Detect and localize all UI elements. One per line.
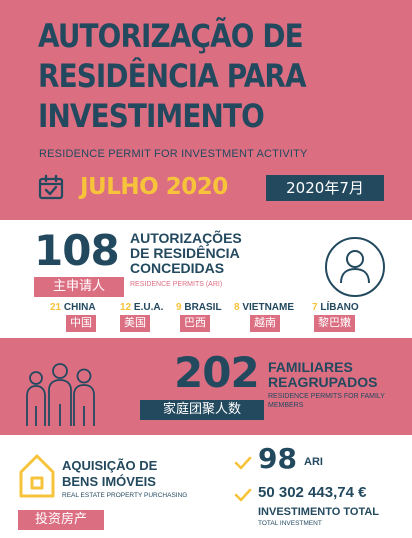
permits-title: AUTORIZAÇÕES DE RESIDÊNCIA CONCEDIDAS [130, 231, 242, 276]
property-cn: 投资房产 [18, 510, 104, 530]
country-name: CHINA [63, 302, 96, 313]
country-count: 9 [176, 302, 182, 313]
country-item: 7 LÍBANO 黎巴嫩 [312, 302, 359, 332]
family-subtitle: RESIDENCE PERMITS FOR FAMILY MEMBERS [268, 393, 385, 409]
family-title-line: REAGRUPADOS [268, 374, 378, 390]
ari-count: 98 [258, 442, 297, 475]
country-item: 8 VIETNAME 越南 [234, 302, 294, 332]
report-month-cn: 2020年7月 [266, 175, 384, 201]
country-name-cn: 黎巴嫩 [314, 315, 355, 332]
property-title: AQUISIÇÃO DE BENS IMÓVEIS [62, 458, 157, 490]
country-name: LÍBANO [320, 302, 359, 313]
family-title: FAMILIARES REAGRUPADOS [268, 360, 377, 390]
country-count: 12 [120, 302, 132, 313]
property-title-line: BENS IMÓVEIS [62, 474, 156, 489]
report-month: JULHO 2020 [80, 174, 228, 200]
permits-title-line: DE RESIDÊNCIA [130, 245, 240, 261]
checkmark-icon [234, 456, 252, 470]
page-subtitle: RESIDENCE PERMIT FOR INVESTMENT ACTIVITY [39, 148, 308, 160]
country-name-cn: 中国 [66, 315, 96, 332]
country-list: 21 CHINA 中国 12 E.U.A. 美国 9 BRASIL 巴西 8 V… [50, 302, 380, 336]
family-icon [26, 363, 95, 426]
title-line: RESIDÊNCIA PARA [38, 57, 307, 95]
property-title-line: AQUISIÇÃO DE [62, 458, 158, 473]
country-name: BRASIL [184, 302, 222, 313]
country-count: 8 [234, 302, 240, 313]
investment-label: INVESTIMENTO TOTAL [258, 506, 380, 518]
family-count-cn: 家庭团聚人数 [140, 400, 264, 420]
country-name-cn: 越南 [250, 315, 280, 332]
calendar-check-icon [38, 174, 64, 200]
permits-count: 108 [34, 226, 120, 275]
country-item: 12 E.U.A. 美国 [120, 302, 163, 332]
country-count: 21 [50, 302, 62, 313]
country-name: VIETNAME [242, 302, 295, 313]
family-title-line: FAMILIARES [268, 359, 353, 375]
permits-title-line: CONCEDIDAS [130, 260, 225, 276]
person-icon [325, 237, 385, 297]
permits-subtitle: RESIDENCE PERMITS (ARI) [130, 281, 223, 288]
family-count: 202 [174, 348, 260, 397]
checkmark-icon [234, 488, 252, 502]
country-name: E.U.A. [133, 302, 164, 313]
country-name-cn: 美国 [120, 315, 150, 332]
country-item: 21 CHINA 中国 [50, 302, 96, 332]
country-count: 7 [312, 302, 318, 313]
investment-sublabel: TOTAL INVESTMENT [258, 520, 322, 527]
ari-label: ARI [304, 456, 323, 468]
house-icon [19, 454, 55, 498]
permits-title-line: AUTORIZAÇÕES [130, 230, 242, 246]
title-line: INVESTIMENTO [38, 97, 265, 135]
page-title: AUTORIZAÇÃO DE RESIDÊNCIA PARA INVESTIME… [38, 16, 351, 136]
permits-count-cn: 主申请人 [34, 277, 124, 297]
property-subtitle: REAL ESTATE PROPERTY PURCHASING [62, 492, 188, 499]
country-name-cn: 巴西 [180, 315, 210, 332]
title-line: AUTORIZAÇÃO DE [38, 17, 304, 55]
country-item: 9 BRASIL 巴西 [176, 302, 222, 332]
investment-value: 50 302 443,74 € [258, 484, 367, 501]
